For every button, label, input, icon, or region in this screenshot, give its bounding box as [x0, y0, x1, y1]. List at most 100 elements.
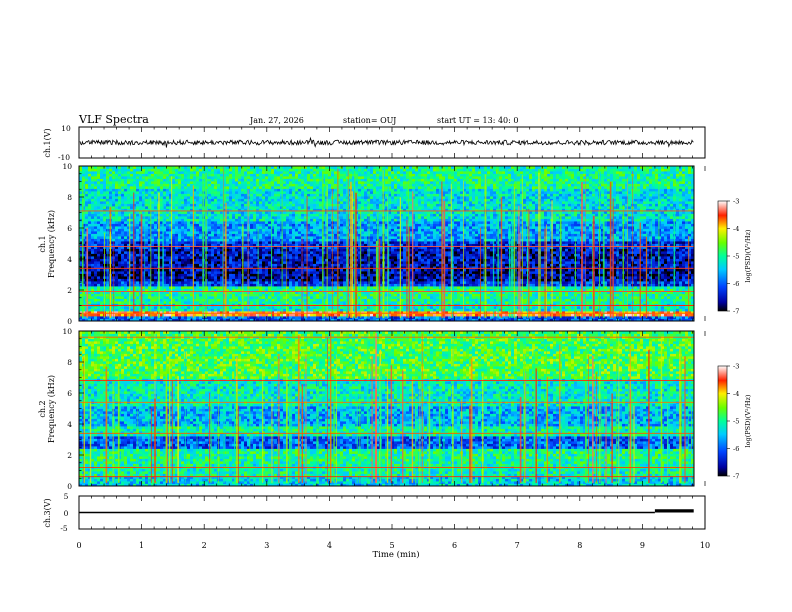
- spectrogram-cell: [505, 286, 509, 289]
- spectrogram-cell: [583, 313, 587, 317]
- spectrogram-cell: [607, 316, 611, 319]
- spectrogram-cell: [301, 261, 305, 264]
- spectrogram-cell: [394, 271, 398, 274]
- spectrogram-cell: [565, 298, 569, 302]
- spectrogram-cell: [136, 296, 140, 299]
- spectrogram-cell: [136, 263, 140, 267]
- spectrogram-cell: [352, 301, 356, 304]
- spectrogram-cell: [169, 278, 173, 282]
- spectrogram-cell: [679, 306, 683, 309]
- spectrogram-cell: [640, 288, 644, 292]
- spectrogram-cell: [244, 316, 248, 319]
- spectrogram-cell: [166, 276, 170, 279]
- spectrogram-cell: [505, 281, 509, 284]
- spectrogram-cell: [610, 308, 614, 312]
- spectrogram-cell: [658, 308, 662, 312]
- spectrogram-cell: [661, 271, 665, 274]
- spectrogram-cell: [184, 266, 188, 269]
- spectrogram-cell: [217, 261, 221, 264]
- spectrogram-cell: [436, 288, 440, 292]
- spectrogram-cell: [577, 271, 581, 274]
- spectrogram-cell: [334, 316, 338, 319]
- spectrogram-cell: [319, 273, 323, 277]
- spectrogram-cell: [292, 313, 296, 317]
- spectrogram-cell: [379, 286, 383, 289]
- spectrogram-cell: [118, 296, 122, 299]
- spectrogram-cell: [373, 291, 377, 294]
- spectrogram-cell: [136, 303, 140, 307]
- spectrogram-cell: [190, 308, 194, 312]
- spectrogram-cell: [541, 288, 545, 292]
- spectrogram-cell: [250, 268, 254, 272]
- spectrogram-cell: [478, 316, 482, 319]
- spectrogram-cell: [211, 283, 215, 287]
- spectrogram-cell: [562, 278, 566, 282]
- spectrogram-cell: [88, 286, 92, 289]
- spectrogram-cell: [478, 298, 482, 302]
- spectrogram-cell: [163, 271, 167, 274]
- spectrogram-cell: [145, 281, 149, 284]
- spectrogram-cell: [142, 276, 146, 279]
- spectrogram-cell: [388, 293, 392, 297]
- spectrogram-cell: [502, 268, 506, 272]
- spectrogram-cell: [403, 268, 407, 272]
- spectrogram-cell: [217, 296, 221, 299]
- spectrogram-cell: [454, 268, 458, 272]
- spectrogram-cell: [121, 276, 125, 279]
- spectrogram-cell: [496, 318, 500, 322]
- spectrogram-cell: [97, 276, 101, 279]
- spectrogram-cell: [505, 306, 509, 309]
- spectrogram-cell: [322, 313, 326, 317]
- spectrogram-cell: [214, 273, 218, 277]
- spectrogram-cell: [415, 293, 419, 297]
- spectrogram-cell: [169, 283, 173, 287]
- spectrogram-cell: [643, 271, 647, 274]
- spectrogram-cell: [676, 308, 680, 312]
- spectrogram-cell: [97, 266, 101, 269]
- spectrogram-cell: [172, 293, 176, 297]
- spectrogram-cell: [313, 273, 317, 277]
- spectrogram-cell: [214, 316, 218, 319]
- spectrogram-cell: [148, 268, 152, 272]
- spectrogram-cell: [610, 266, 614, 269]
- spectrogram-cell: [181, 313, 185, 317]
- spectrogram-cell: [373, 278, 377, 282]
- spectrogram-cell: [295, 276, 299, 279]
- spectrogram-cell: [247, 316, 251, 319]
- spectrogram-cell: [454, 316, 458, 319]
- spectrogram-cell: [292, 298, 296, 302]
- spectrogram-cell: [121, 308, 125, 312]
- spectrogram-cell: [289, 263, 293, 267]
- spectrogram-cell: [235, 301, 239, 304]
- spectrogram-cell: [364, 288, 368, 292]
- spectrogram-cell: [364, 291, 368, 294]
- spectrogram-cell: [166, 313, 170, 317]
- spectrogram-cell: [472, 318, 476, 322]
- spectrogram-cell: [244, 268, 248, 272]
- spectrogram-cell: [523, 313, 527, 317]
- spectrogram-cell: [88, 306, 92, 309]
- spectrogram-cell: [259, 296, 263, 299]
- spectrogram-cell: [595, 308, 599, 312]
- spectrogram-cell: [661, 273, 665, 277]
- spectrogram-cell: [499, 286, 503, 289]
- spectrogram-cell: [667, 318, 671, 322]
- spectrogram-cell: [127, 296, 131, 299]
- spectrogram-cell: [100, 286, 104, 289]
- spectrogram-cell: [175, 278, 179, 282]
- spectrogram-cell: [490, 298, 494, 302]
- spectrogram-cell: [607, 276, 611, 279]
- spectrogram-cell: [541, 301, 545, 304]
- spectrogram-cell: [313, 276, 317, 279]
- spectrogram-cell: [604, 278, 608, 282]
- spectrogram-cell: [586, 271, 590, 274]
- spectrogram-cell: [232, 301, 236, 304]
- spectrogram-cell: [286, 301, 290, 304]
- spectrogram-cell: [175, 308, 179, 312]
- spectrogram-cell: [334, 308, 338, 312]
- spectrogram-cell: [691, 268, 695, 272]
- spectrogram-cell: [388, 261, 392, 264]
- spectrogram-cell: [352, 273, 356, 277]
- spectrogram-cell: [124, 303, 128, 307]
- spectrogram-cell: [178, 296, 182, 299]
